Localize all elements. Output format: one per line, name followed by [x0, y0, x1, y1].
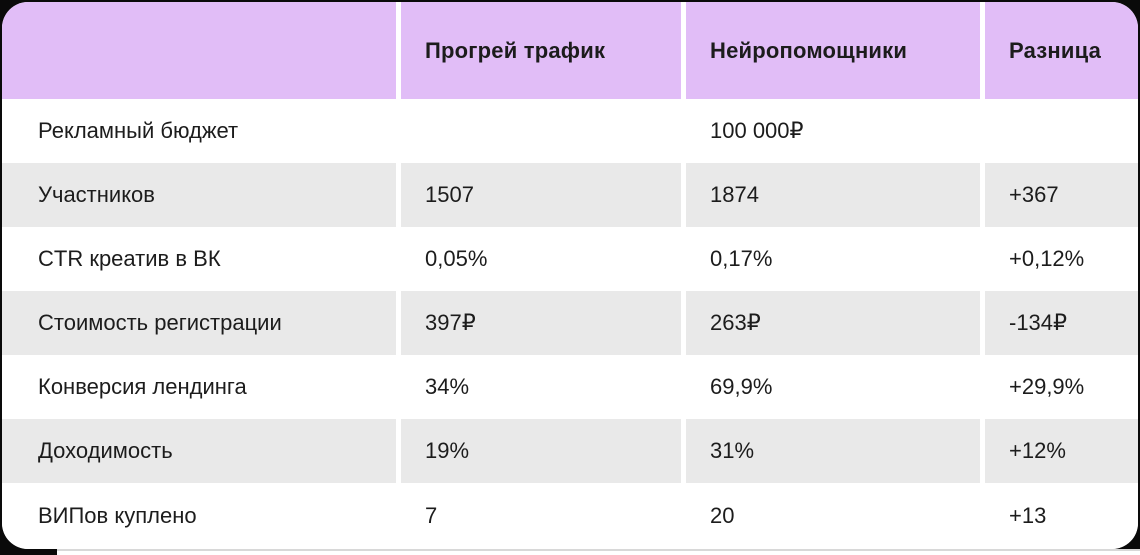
- cell-value: [985, 99, 1138, 163]
- cell-value: +13: [985, 483, 1138, 549]
- row-label: Стоимость регистрации: [2, 291, 396, 355]
- row-label: Участников: [2, 163, 396, 227]
- cell-value: 19%: [401, 419, 681, 483]
- row-label: Рекламный бюджет: [2, 99, 396, 163]
- col-header-raznitsa: Разница: [985, 2, 1138, 99]
- cell-value: 31%: [686, 419, 980, 483]
- cell-value: 0,05%: [401, 227, 681, 291]
- cell-value: 7: [401, 483, 681, 549]
- cell-value: +29,9%: [985, 355, 1138, 419]
- row-label: ВИПов куплено: [2, 483, 396, 549]
- cell-value: 20: [686, 483, 980, 549]
- col-header-empty: [2, 2, 396, 99]
- cell-value: +0,12%: [985, 227, 1138, 291]
- row-label: Конверсия лендинга: [2, 355, 396, 419]
- cell-value: [401, 99, 681, 163]
- cell-value: 100 000₽: [686, 99, 980, 163]
- cell-value: 1874: [686, 163, 980, 227]
- next-element-edge: [57, 549, 1140, 555]
- cell-value: 34%: [401, 355, 681, 419]
- row-label: CTR креатив в ВК: [2, 227, 396, 291]
- col-header-progrey-trafik: Прогрей трафик: [401, 2, 681, 99]
- col-header-neyropomoschniki: Нейропомощники: [686, 2, 980, 99]
- row-label: Доходимость: [2, 419, 396, 483]
- cell-value: 397₽: [401, 291, 681, 355]
- cell-value: 69,9%: [686, 355, 980, 419]
- cell-value: 1507: [401, 163, 681, 227]
- cell-value: +12%: [985, 419, 1138, 483]
- cell-value: -134₽: [985, 291, 1138, 355]
- cell-value: 263₽: [686, 291, 980, 355]
- cell-value: +367: [985, 163, 1138, 227]
- cell-value: 0,17%: [686, 227, 980, 291]
